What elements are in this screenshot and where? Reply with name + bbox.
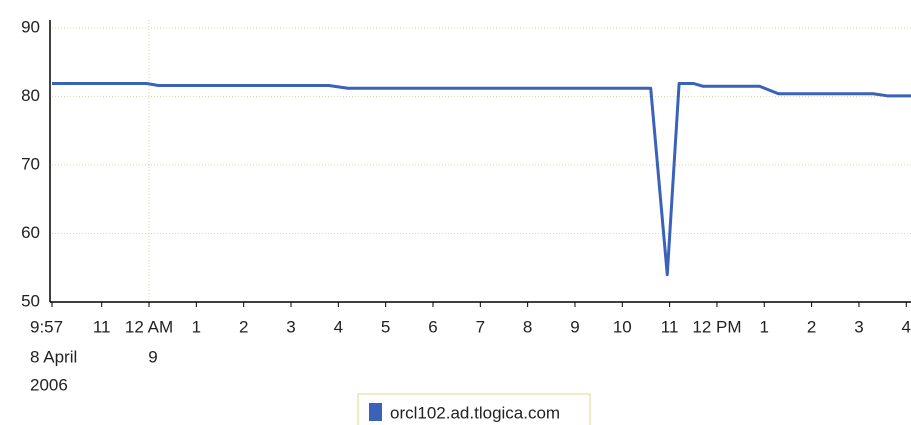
x-tick-label: 11 (93, 317, 111, 336)
x-tick-label: 4 (334, 317, 343, 336)
x-tick-label: 1 (192, 317, 201, 336)
legend-swatch (369, 403, 382, 421)
y-tick-label: 60 (21, 223, 40, 242)
x-tick-label: 9:57 (30, 317, 63, 336)
x-tick-label: 7 (476, 317, 485, 336)
x-tick-label: 11 (661, 317, 679, 336)
x-tick-label: 12 AM (125, 317, 173, 336)
x-year-label: 2006 (30, 375, 68, 394)
x-tick-label: 5 (381, 317, 390, 336)
x-tick-label: 8 (523, 317, 532, 336)
legend-label: orcl102.ad.tlogica.com (390, 403, 560, 422)
x-tick-label: 1 (760, 317, 769, 336)
x-tick-label: 9 (570, 317, 579, 336)
x-tick-label: 2 (239, 317, 248, 336)
x-tick-label: 4 (902, 317, 911, 336)
x-tick-label: 10 (613, 317, 632, 336)
y-tick-label: 50 (21, 291, 40, 310)
legend-box (357, 393, 591, 425)
x-date-label: 9 (148, 347, 157, 366)
x-tick-label: 6 (428, 317, 437, 336)
y-tick-label: 70 (21, 154, 40, 173)
x-tick-label: 12 PM (692, 317, 741, 336)
x-tick-label: 3 (854, 317, 863, 336)
x-date-label: 8 April (30, 347, 77, 366)
y-tick-label: 90 (21, 17, 40, 36)
series-line (52, 81, 911, 277)
x-tick-label: 3 (286, 317, 295, 336)
y-tick-label: 80 (21, 86, 40, 105)
x-tick-label: 2 (807, 317, 816, 336)
